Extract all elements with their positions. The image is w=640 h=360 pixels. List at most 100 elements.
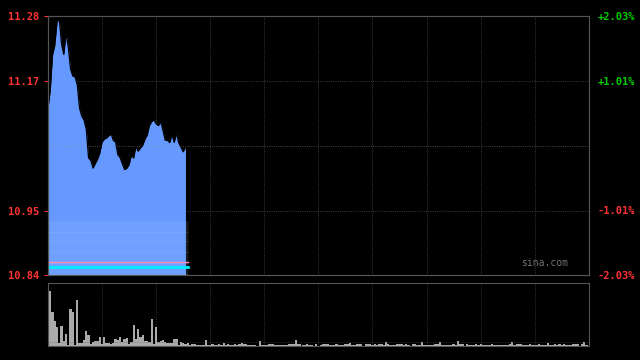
Bar [198,345,200,346]
Bar [180,342,182,346]
Bar [439,342,441,346]
Bar [218,344,220,346]
Bar [119,337,121,346]
Bar [556,345,558,346]
Bar [378,345,380,346]
Bar [319,345,322,346]
Bar [308,345,310,346]
Bar [367,344,369,346]
Bar [570,345,572,346]
Bar [349,343,351,346]
Bar [574,345,577,346]
Bar [301,345,304,346]
Bar [486,345,488,346]
Bar [430,345,432,346]
Bar [290,345,292,346]
Bar [168,343,171,346]
Bar [369,344,371,346]
Bar [534,345,536,346]
Bar [568,345,570,346]
Bar [365,344,367,346]
Bar [545,345,547,346]
Bar [58,343,60,346]
Bar [387,344,389,346]
Bar [322,344,324,346]
Bar [445,345,448,346]
Bar [475,344,477,346]
Bar [97,341,99,346]
Bar [295,340,297,346]
Bar [392,345,394,346]
Bar [261,345,263,346]
Bar [128,343,131,346]
Bar [335,345,337,346]
Bar [63,341,65,346]
Bar [225,345,227,346]
Bar [79,343,81,346]
Bar [112,343,115,346]
Bar [140,337,141,346]
Bar [518,345,520,346]
Bar [347,344,349,346]
Bar [389,345,392,346]
Bar [74,345,76,346]
Bar [166,343,168,346]
Bar [583,342,586,346]
Bar [444,345,445,346]
Bar [448,345,450,346]
Bar [455,345,457,346]
Bar [85,332,88,346]
Bar [466,345,468,346]
Bar [288,344,290,346]
Bar [250,345,252,346]
Bar [200,345,202,346]
Bar [223,343,225,346]
Bar [131,342,132,346]
Bar [520,345,522,346]
Bar [292,345,295,346]
Bar [281,345,284,346]
Bar [284,345,285,346]
Bar [509,344,511,346]
Bar [252,345,254,346]
Bar [229,345,232,346]
Bar [141,336,144,346]
Bar [234,344,236,346]
Bar [125,338,128,346]
Bar [547,343,549,346]
Bar [162,341,164,346]
Bar [563,345,565,346]
Bar [135,339,137,346]
Bar [385,342,387,346]
Bar [358,344,360,346]
Bar [65,334,67,346]
Bar [90,344,92,346]
Bar [187,343,189,346]
Bar [270,344,272,346]
Bar [157,342,159,346]
Bar [426,345,428,346]
Bar [306,344,308,346]
Bar [51,311,54,346]
Bar [558,344,561,346]
Bar [155,327,157,346]
Bar [423,345,426,346]
Bar [276,345,279,346]
Bar [171,343,173,346]
Bar [69,309,72,346]
Bar [396,344,398,346]
Bar [340,345,342,346]
Bar [435,344,436,346]
Bar [202,345,205,346]
Bar [565,345,568,346]
Bar [239,345,241,346]
Bar [581,344,583,346]
Bar [106,343,108,346]
Bar [272,344,275,346]
Bar [344,344,347,346]
Bar [326,344,328,346]
Bar [525,345,527,346]
Bar [506,345,509,346]
Bar [380,344,383,346]
Bar [211,345,214,346]
